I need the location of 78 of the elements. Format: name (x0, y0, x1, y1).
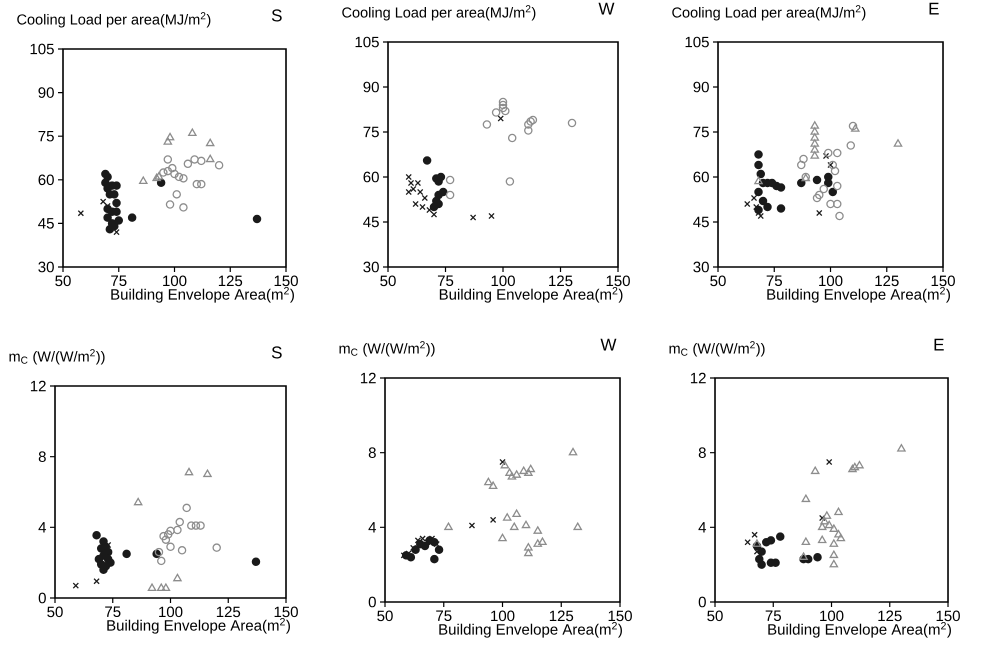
y-tick-label: 30 (38, 262, 54, 272)
y-tick-label: 0 (368, 596, 376, 608)
x-tick-label: 75 (436, 610, 452, 621)
chart-title: S (272, 346, 282, 358)
y-axis-title: m$_{C}$ (W/(W/m$^{2}$)) (9, 349, 105, 364)
y-axis-title: m$_{C}$ (W/(W/m$^{2}$)) (670, 341, 765, 356)
x-tick-label: 125 (875, 276, 899, 286)
x-tick-label: 75 (766, 276, 782, 286)
y-tick-label: 30 (363, 262, 379, 272)
y-tick-label: 4 (368, 522, 376, 532)
y-tick-label: 12 (690, 372, 706, 384)
x-axis-title: Building Envelope Area(m$^{2}$) (767, 287, 950, 303)
x-tick-label: 150 (274, 606, 298, 618)
x-axis-title: Building Envelope Area(m$^{2}$) (107, 618, 290, 634)
x-tick-label: 75 (438, 276, 454, 286)
x-tick-label: 100 (491, 610, 514, 622)
y-tick-label: 45 (38, 218, 54, 229)
chart-title: S (272, 9, 282, 22)
x-tick-label: 125 (549, 276, 572, 286)
y-tick-label: 8 (698, 447, 706, 458)
x-tick-label: 125 (218, 276, 242, 286)
x-tick-label: 100 (159, 606, 182, 618)
y-tick-label: 4 (38, 522, 46, 532)
y-tick-label: 60 (364, 172, 379, 182)
x-axis-title: Building Envelope Area(m$^{2}$) (439, 622, 622, 638)
y-tick-label: 12 (360, 372, 376, 384)
x-axis-title: Building Envelope Area(m$^{2}$) (440, 287, 622, 303)
y-tick-label: 75 (694, 126, 709, 138)
y-tick-label: 45 (363, 216, 379, 228)
y-tick-label: 0 (698, 596, 706, 608)
chart-title: E (934, 338, 944, 350)
x-tick-label: 150 (274, 276, 298, 286)
x-axis-title: Building Envelope Area(m$^{2}$) (111, 287, 294, 303)
y-tick-label: 4 (698, 522, 706, 532)
x-tick-label: 50 (47, 606, 63, 618)
x-tick-label: 50 (710, 276, 726, 286)
y-axis-title: m$_{C}$ (W/(W/m$^{2}$)) (339, 341, 435, 356)
x-tick-label: 50 (377, 610, 393, 622)
x-tick-label: 100 (492, 276, 515, 286)
y-axis-title: Cooling Load per area(MJ/m$^{2}$) (672, 5, 866, 20)
chart-title: W (600, 338, 616, 350)
x-tick-label: 100 (819, 276, 842, 286)
y-tick-label: 105 (686, 36, 709, 48)
y-tick-label: 75 (38, 130, 54, 142)
x-tick-label: 75 (766, 610, 781, 621)
y-tick-label: 90 (38, 87, 54, 98)
x-tick-label: 150 (606, 276, 630, 286)
x-tick-label: 75 (111, 276, 126, 286)
x-tick-label: 75 (105, 606, 120, 617)
x-tick-label: 125 (550, 610, 574, 622)
x-tick-label: 50 (707, 610, 723, 622)
x-tick-label: 50 (55, 276, 71, 286)
y-tick-label: 105 (356, 36, 379, 48)
x-tick-label: 150 (936, 610, 960, 622)
y-tick-label: 8 (368, 447, 376, 458)
y-axis-title: Cooling Load per area(MJ/m$^{2}$) (342, 5, 536, 20)
x-tick-label: 125 (216, 606, 240, 618)
x-tick-label: 150 (932, 276, 955, 286)
x-tick-label: 125 (878, 610, 902, 622)
y-axis-title: Cooling Load per area(MJ/m$^{2}$) (17, 12, 210, 28)
x-tick-label: 100 (163, 276, 186, 286)
chart-title: W (598, 2, 614, 14)
x-tick-label: 50 (380, 276, 396, 286)
y-tick-label: 105 (30, 44, 54, 54)
y-tick-label: 12 (30, 380, 46, 392)
x-tick-label: 100 (820, 610, 844, 622)
y-tick-label: 75 (364, 126, 379, 138)
y-tick-label: 90 (363, 82, 379, 92)
x-tick-label: 150 (608, 610, 632, 622)
y-tick-label: 60 (38, 174, 54, 186)
y-tick-label: 0 (38, 592, 46, 604)
y-tick-label: 45 (693, 216, 709, 228)
x-axis-title: Building Envelope Area(m$^{2}$) (768, 622, 951, 638)
y-tick-label: 30 (693, 262, 709, 272)
chart-title: E (930, 2, 939, 14)
y-tick-label: 60 (694, 172, 709, 182)
y-tick-label: 90 (693, 82, 709, 92)
y-tick-label: 8 (38, 451, 46, 462)
